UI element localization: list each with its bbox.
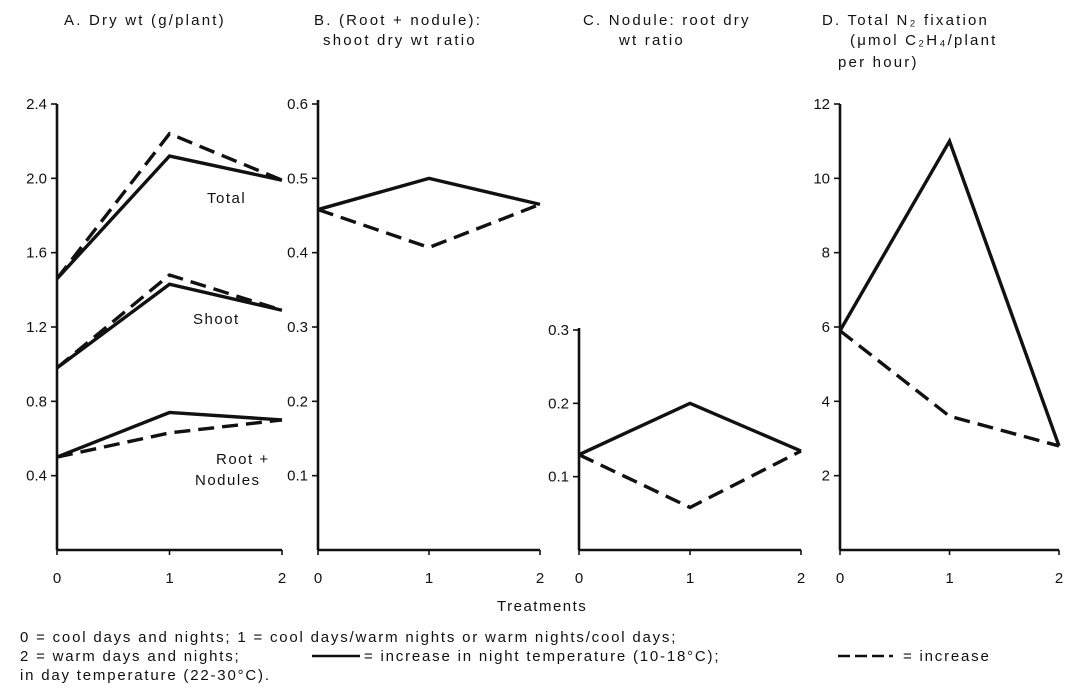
dashed-series-line <box>56 418 283 459</box>
dashed-series-line <box>838 329 1060 448</box>
shoot-label: Shoot <box>193 311 240 328</box>
y-tick-label: 2.4 <box>26 96 47 113</box>
y-tick-label: 0.3 <box>548 322 569 339</box>
y-tick-label: 0.3 <box>287 319 308 336</box>
y-tick-label: 0.8 <box>26 393 47 410</box>
x-tick-label: 0 <box>53 570 61 587</box>
total-label: Total <box>207 190 246 207</box>
y-tick-label: 0.2 <box>287 393 308 410</box>
panel-b-chart: 0.1 0.2 0.3 0.4 0.5 0.6 0 1 2 <box>287 96 544 587</box>
dashed-series-line <box>317 202 541 250</box>
panel-titles: A. Dry wt (g/plant) B. (Root + nodule): … <box>64 12 997 71</box>
caption-line2-a: 2 = warm days and nights; <box>20 648 241 665</box>
dashed-series-line <box>55 131 283 280</box>
y-tick-label: 12 <box>813 96 830 113</box>
caption-line2-b: = increase in night temperature (10-18°C… <box>364 648 720 665</box>
y-tick-label: 4 <box>822 393 830 410</box>
x-tick-label: 1 <box>425 570 433 587</box>
x-axis-label: Treatments <box>497 598 587 615</box>
dashed-series-line <box>578 449 802 510</box>
y-tick-label: 0.4 <box>287 245 308 262</box>
y-tick-label: 0.4 <box>26 468 47 485</box>
x-tick-label: 2 <box>536 570 544 587</box>
caption-line3: in day temperature (22-30°C). <box>20 667 271 684</box>
x-tick-label: 0 <box>314 570 322 587</box>
dashed-series-line <box>55 273 283 370</box>
y-tick-label: 6 <box>822 319 830 336</box>
solid-series-line <box>838 137 1061 447</box>
x-tick-label: 1 <box>686 570 694 587</box>
x-tick-label: 2 <box>1055 570 1063 587</box>
caption-line1: 0 = cool days and nights; 1 = cool days/… <box>20 629 677 646</box>
panel-c-chart: 0.1 0.2 0.3 0 1 2 <box>548 322 805 587</box>
y-tick-label: 0.5 <box>287 170 308 187</box>
panel-c-title: C. Nodule: root dry <box>583 12 751 29</box>
panel-c-title-line2: wt ratio <box>618 32 685 49</box>
solid-series-line <box>56 410 283 459</box>
panel-b-title-line2: shoot dry wt ratio <box>323 32 477 49</box>
y-tick-label: 2 <box>822 468 830 485</box>
y-tick-label: 8 <box>822 245 830 262</box>
panel-d-title-line2: (μmol C₂H₄/plant <box>850 32 997 49</box>
caption: 0 = cool days and nights; 1 = cool days/… <box>20 629 991 684</box>
root-nodules-label-line2: Nodules <box>195 472 261 489</box>
x-tick-label: 2 <box>797 570 805 587</box>
x-tick-label: 2 <box>278 570 286 587</box>
y-tick-label: 1.2 <box>26 319 47 336</box>
y-tick-label: 2.0 <box>26 170 47 187</box>
panel-a-chart: 0.4 0.8 1.2 1.6 2.0 2.4 0 1 2 <box>26 96 286 587</box>
x-tick-label: 0 <box>575 570 583 587</box>
solid-series-line <box>55 154 283 280</box>
y-tick-label: 10 <box>813 170 830 187</box>
solid-series-line <box>317 176 541 212</box>
root-nodules-label-line1: Root + <box>216 451 270 468</box>
panel-a-title: A. Dry wt (g/plant) <box>64 12 226 29</box>
x-tick-label: 1 <box>945 570 953 587</box>
y-tick-label: 0.1 <box>287 468 308 485</box>
x-tick-label: 1 <box>165 570 173 587</box>
y-tick-label: 0.6 <box>287 96 308 113</box>
panel-d-title: D. Total N₂ fixation <box>822 12 989 29</box>
panel-b-title: B. (Root + nodule): <box>314 12 482 29</box>
x-tick-label: 0 <box>836 570 844 587</box>
panel-d-title-line3: per hour) <box>838 54 919 71</box>
y-tick-label: 0.1 <box>548 469 569 486</box>
y-tick-label: 1.6 <box>26 245 47 262</box>
solid-series-line <box>578 401 802 457</box>
solid-series-line <box>55 282 283 370</box>
y-tick-label: 0.2 <box>548 395 569 412</box>
caption-line2-c: = increase <box>903 648 991 665</box>
